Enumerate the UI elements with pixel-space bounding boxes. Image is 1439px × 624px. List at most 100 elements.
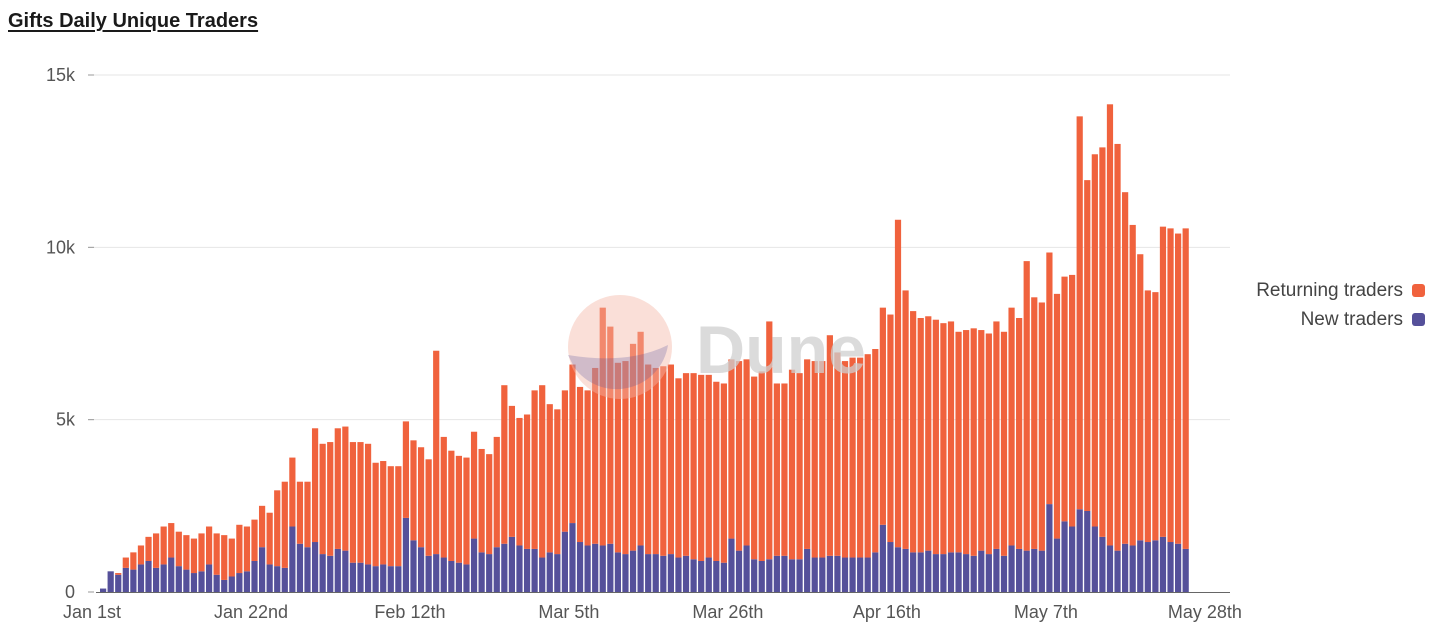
bar-returning-traders [183, 535, 190, 570]
bar-returning-traders [546, 404, 553, 553]
bar-returning-traders [1182, 228, 1189, 549]
bar-new-traders [705, 557, 712, 592]
bar-new-traders [1008, 545, 1015, 592]
bar-new-traders [925, 550, 932, 592]
bar-returning-traders [735, 361, 743, 551]
bar-new-traders [546, 552, 553, 592]
bar-returning-traders [455, 455, 463, 563]
bar-new-traders [266, 564, 273, 592]
bar-returning-traders [160, 526, 167, 565]
bar-new-traders [372, 566, 379, 592]
bar-new-traders [357, 562, 364, 592]
bar-new-traders [251, 560, 258, 592]
bar-returning-traders [417, 447, 425, 548]
bar-returning-traders [637, 331, 644, 546]
bar-new-traders [970, 555, 977, 592]
bar-returning-traders [296, 481, 304, 544]
bar-returning-traders [576, 386, 584, 543]
bar-returning-traders [554, 409, 561, 555]
bar-returning-traders [137, 545, 145, 565]
bar-returning-traders [841, 361, 849, 558]
bar-returning-traders [682, 373, 690, 556]
bar-new-traders [152, 567, 160, 592]
bar-new-traders [698, 560, 705, 592]
bar-new-traders [963, 554, 970, 592]
bar-returning-traders [857, 357, 864, 558]
bar-returning-traders [478, 448, 485, 553]
bar-returning-traders [1144, 290, 1151, 543]
bar-new-traders [327, 555, 334, 592]
bar-returning-traders [1122, 192, 1129, 544]
bar-returning-traders [970, 328, 977, 556]
bar-new-traders [751, 559, 758, 592]
bar-new-traders [175, 566, 182, 592]
bar-returning-traders [380, 461, 387, 565]
bar-new-traders [857, 557, 864, 592]
bar-new-traders [1069, 526, 1076, 592]
bar-returning-traders [720, 383, 727, 563]
bar-returning-traders [917, 317, 924, 553]
bar-new-traders [819, 557, 826, 592]
bar-returning-traders [1129, 224, 1136, 546]
bar-new-traders [667, 554, 674, 592]
bar-new-traders [1144, 542, 1151, 592]
bar-returning-traders [879, 307, 886, 525]
legend-item-new[interactable]: New traders [1256, 305, 1425, 334]
bar-returning-traders [1069, 274, 1076, 527]
bar-returning-traders [788, 369, 796, 560]
bar-returning-traders [766, 321, 773, 560]
bar-new-traders [584, 545, 591, 592]
bar-returning-traders [493, 436, 500, 548]
bar-returning-traders [947, 321, 955, 553]
bar-new-traders [887, 542, 894, 592]
x-tick-label: Mar 26th [692, 602, 763, 622]
legend-swatch-returning [1412, 284, 1425, 297]
bar-returning-traders [1061, 276, 1068, 522]
bar-new-traders [364, 564, 372, 592]
bar-new-traders [713, 560, 720, 592]
bar-new-traders [607, 543, 614, 592]
bar-new-traders [894, 547, 902, 592]
bar-new-traders [872, 552, 879, 592]
bar-new-traders [486, 554, 493, 592]
bar-new-traders [168, 557, 175, 592]
bar-returning-traders [758, 371, 765, 561]
bar-new-traders [804, 548, 811, 592]
bar-new-traders [402, 517, 410, 592]
bar-returning-traders [1159, 226, 1167, 537]
bar-returning-traders [258, 505, 266, 548]
bar-returning-traders [1091, 154, 1098, 527]
dune-watermark: Dune [568, 295, 866, 399]
bar-returning-traders [122, 557, 129, 568]
x-axis-ticks: Jan 1st Jan 22nd Feb 12th Mar 5th Mar 26th Ap… [63, 602, 1242, 622]
bar-new-traders [781, 555, 788, 592]
bar-returning-traders [819, 361, 826, 558]
bar-new-traders [561, 531, 569, 592]
bar-returning-traders [849, 357, 856, 558]
bar-new-traders [773, 555, 780, 592]
bar-returning-traders [152, 533, 160, 568]
bar-returning-traders [508, 405, 516, 537]
bar-new-traders [614, 552, 621, 592]
bar-returning-traders [1038, 302, 1045, 551]
bar-new-traders [425, 555, 432, 592]
bar-new-traders [228, 576, 235, 592]
bar-new-traders [1076, 509, 1083, 592]
bar-new-traders [107, 571, 114, 592]
bar-returning-traders [357, 442, 364, 563]
legend-item-returning[interactable]: Returning traders [1256, 276, 1425, 305]
bar-returning-traders [834, 352, 841, 556]
bar-new-traders [811, 557, 818, 592]
bar-returning-traders [607, 326, 614, 544]
bar-new-traders [690, 559, 697, 592]
bar-new-traders [508, 536, 516, 592]
bar-returning-traders [660, 366, 667, 556]
x-tick-label: Feb 12th [374, 602, 445, 622]
bar-new-traders [682, 555, 690, 592]
bar-returning-traders [872, 349, 879, 553]
bar-new-traders [493, 547, 500, 592]
bar-returning-traders [463, 457, 470, 565]
x-tick-label: Apr 16th [853, 602, 921, 622]
bars [100, 104, 1189, 592]
watermark-text: Dune [696, 312, 866, 388]
